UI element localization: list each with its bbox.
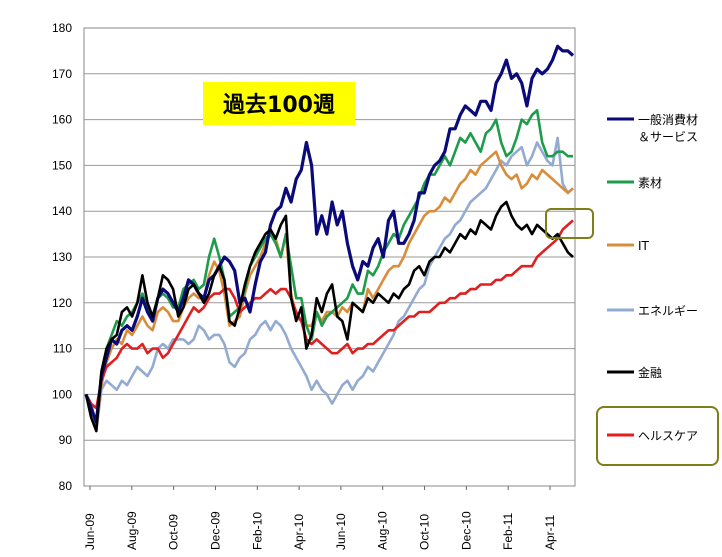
legend-label: 一般消費材＆サービス xyxy=(638,112,698,144)
series-line xyxy=(84,150,574,428)
series-line xyxy=(84,219,574,410)
y-tick-label: 90 xyxy=(59,433,73,447)
y-tick-label: 170 xyxy=(52,67,72,81)
x-axis: Jun-09 Aug-09 Oct-09 Dec-09 Feb-10 Apr-10 Jun-… xyxy=(83,486,557,550)
legend-label: 素材 xyxy=(638,176,662,190)
plot-area-frame xyxy=(83,27,576,487)
series-line xyxy=(84,200,574,433)
x-tick-label: Feb-10 xyxy=(250,512,264,550)
series-line xyxy=(84,109,573,428)
series-lines xyxy=(84,44,575,433)
series-line xyxy=(84,44,575,424)
legend-label: IT xyxy=(638,239,650,253)
annotation-box: 過去100週 xyxy=(203,82,355,125)
legend-label: ヘルスケア xyxy=(638,429,698,443)
highlight-box-small xyxy=(545,208,594,239)
x-tick-label: Dec-10 xyxy=(459,511,473,550)
x-tick-label: Oct-09 xyxy=(167,514,181,550)
y-tick-label: 110 xyxy=(53,342,72,356)
y-tick-label: 120 xyxy=(52,296,72,310)
x-tick-label: Dec-09 xyxy=(208,511,222,550)
x-tick-label: Jun-09 xyxy=(83,513,97,550)
x-tick-label: Aug-09 xyxy=(125,511,139,550)
legend-label: 金融 xyxy=(638,365,662,380)
y-tick-label: 140 xyxy=(52,204,72,218)
series-line xyxy=(84,136,574,433)
annotation-text: 過去100週 xyxy=(223,92,335,118)
x-tick-label: Apr-11 xyxy=(543,515,557,550)
y-tick-label: 180 xyxy=(52,21,72,35)
legend-label: エネルギー xyxy=(638,304,698,318)
x-tick-label: Jun-10 xyxy=(334,513,348,550)
highlight-box-legend xyxy=(596,406,719,466)
y-axis: 80 90 100 110 120 130 140 150 160 170 180 xyxy=(52,21,72,493)
y-tick-label: 150 xyxy=(52,158,72,172)
x-tick-label: Aug-10 xyxy=(376,511,390,550)
y-tick-label: 100 xyxy=(52,387,72,401)
y-tick-label: 130 xyxy=(52,250,72,264)
x-tick-label: Oct-10 xyxy=(418,514,432,550)
y-tick-label: 80 xyxy=(59,479,73,493)
y-tick-label: 160 xyxy=(52,113,72,127)
x-tick-label: Apr-10 xyxy=(292,514,306,550)
x-tick-label: Feb-11 xyxy=(501,513,515,550)
